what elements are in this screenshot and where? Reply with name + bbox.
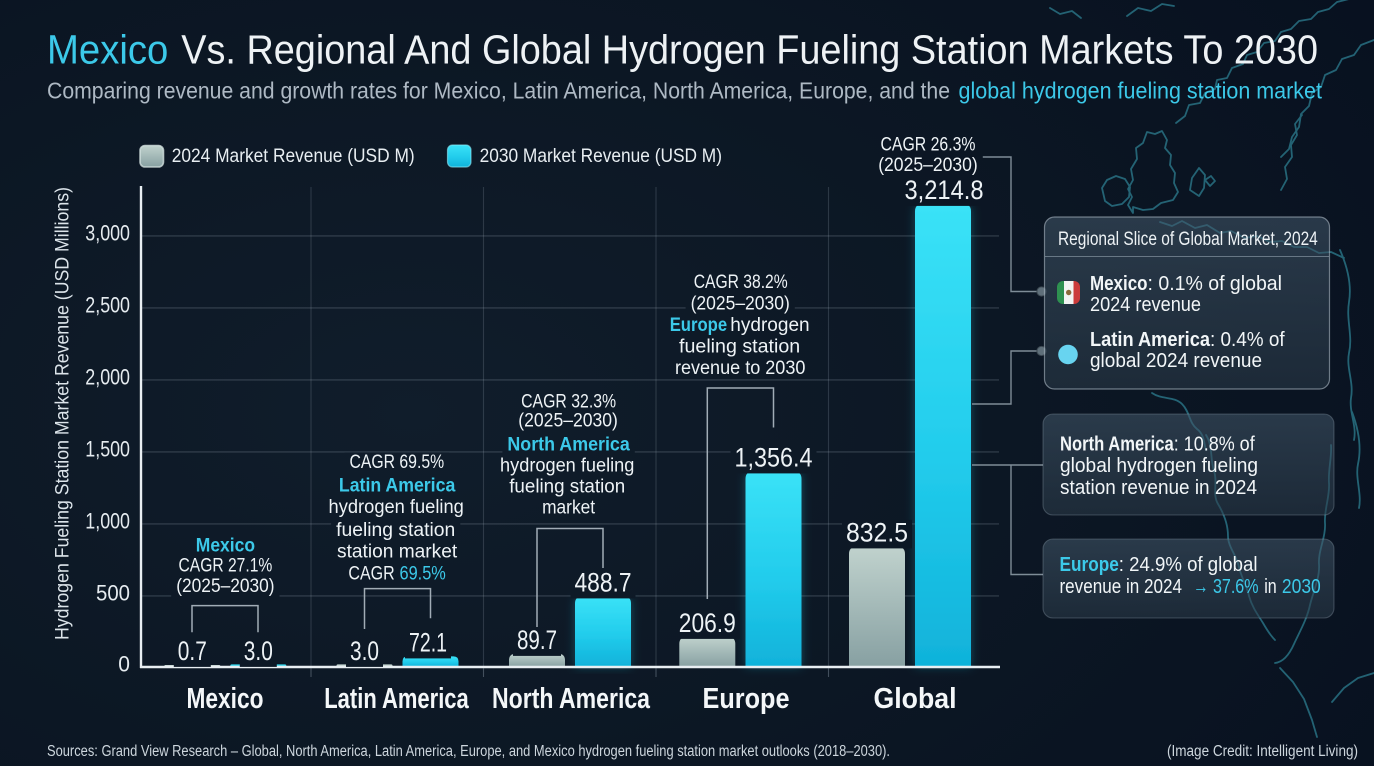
svg-text:Latin America: Latin America [1090,329,1211,351]
svg-text:global hydrogen fueling: global hydrogen fueling [1060,455,1258,477]
svg-text:→: → [1193,576,1209,598]
svg-text:market: market [542,497,596,518]
svg-text:206.9: 206.9 [679,608,736,638]
svg-text:2024 revenue: 2024 revenue [1090,294,1201,316]
svg-text:Sources: Grand View Research –: Sources: Grand View Research – Global, N… [47,743,890,760]
svg-text:North America: North America [492,683,651,715]
svg-text:Mexico: Mexico [1090,273,1148,295]
svg-text:0.7: 0.7 [178,636,207,666]
svg-text:hydrogen fueling: hydrogen fueling [500,455,634,476]
svg-text:1,356.4: 1,356.4 [735,443,813,473]
svg-text:(2025–2030): (2025–2030) [878,155,978,176]
svg-text:Regional Slice of Global Marke: Regional Slice of Global Market, 2024 [1058,229,1318,250]
svg-text:fueling station: fueling station [679,337,800,358]
svg-text:CAGR 32.3%: CAGR 32.3% [521,391,616,412]
svg-text:488.7: 488.7 [575,568,632,598]
svg-text:(2025–2030): (2025–2030) [176,576,274,597]
svg-text:Global: Global [874,683,957,715]
svg-text:Latin America: Latin America [324,683,469,715]
svg-text:hydrogen: hydrogen [730,315,809,336]
svg-text:Europe: Europe [670,315,727,336]
svg-text:2,500: 2,500 [85,292,130,317]
svg-text:69.5%: 69.5% [400,563,446,584]
svg-text:fueling station: fueling station [509,476,625,497]
svg-text:3,214.8: 3,214.8 [905,175,984,205]
svg-text:CAGR 69.5%: CAGR 69.5% [350,452,445,473]
svg-text:3.0: 3.0 [244,636,273,666]
svg-text:North America: North America [507,434,630,455]
svg-text:3.0: 3.0 [350,636,379,666]
svg-text:revenue in 2024: revenue in 2024 [1060,576,1183,598]
svg-text:revenue to 2030: revenue to 2030 [675,358,806,379]
svg-text:500: 500 [96,580,130,605]
svg-text:(Image Credit: Intelligent Liv: (Image Credit: Intelligent Living) [1167,743,1358,760]
svg-text:1,000: 1,000 [85,508,130,533]
svg-text:0: 0 [118,652,130,677]
svg-text:hydrogen fueling: hydrogen fueling [329,497,464,518]
svg-text:North America: North America [1060,434,1174,456]
svg-text:: 10.8% of: : 10.8% of [1174,434,1255,456]
svg-text:3,000: 3,000 [85,220,130,245]
svg-text:: 0.1% of global: : 0.1% of global [1148,273,1283,295]
svg-text:Mexico: Mexico [196,535,255,556]
svg-text:832.5: 832.5 [846,518,908,548]
svg-text:CAGR 38.2%: CAGR 38.2% [694,272,788,293]
svg-text:Hydrogen Fueling Station Marke: Hydrogen Fueling Station Market Revenue … [52,187,74,640]
svg-text:global 2024 revenue: global 2024 revenue [1090,350,1262,372]
svg-text:Latin America: Latin America [339,475,456,496]
svg-text:fueling station: fueling station [336,520,455,541]
svg-text:CAGR 27.1%: CAGR 27.1% [179,556,273,577]
svg-text:CAGR: CAGR [348,563,394,584]
svg-text:Mexico: Mexico [187,683,264,715]
svg-text:station revenue in 2024: station revenue in 2024 [1060,477,1257,499]
svg-text:2030: 2030 [1282,576,1321,598]
svg-text:Comparing revenue and growth r: Comparing revenue and growth rates for M… [47,77,950,103]
svg-text:Europe: Europe [1060,554,1119,576]
svg-text:CAGR 26.3%: CAGR 26.3% [881,135,976,156]
svg-text:Mexico: Mexico [47,27,168,73]
svg-text:in: in [1264,576,1277,598]
svg-text:: 0.4% of: : 0.4% of [1210,329,1285,351]
svg-text:37.6%: 37.6% [1213,576,1259,598]
svg-text:Europe: Europe [703,683,790,715]
svg-text:(2025–2030): (2025–2030) [518,411,618,432]
svg-text:2030 Market Revenue (USD M): 2030 Market Revenue (USD M) [480,145,722,167]
svg-text:(2025–2030): (2025–2030) [691,294,790,315]
svg-text:2,000: 2,000 [85,364,130,389]
svg-text:: 24.9% of global: : 24.9% of global [1119,554,1258,576]
svg-text:Vs. Regional And Global Hydrog: Vs. Regional And Global Hydrogen Fueling… [181,27,1318,73]
svg-text:global hydrogen fueling statio: global hydrogen fueling station market [959,77,1323,103]
svg-text:72.1: 72.1 [409,628,447,658]
svg-text:1,500: 1,500 [85,436,130,461]
svg-text:89.7: 89.7 [517,625,557,655]
svg-text:2024 Market Revenue (USD M): 2024 Market Revenue (USD M) [172,145,415,167]
svg-text:station market: station market [337,542,458,563]
